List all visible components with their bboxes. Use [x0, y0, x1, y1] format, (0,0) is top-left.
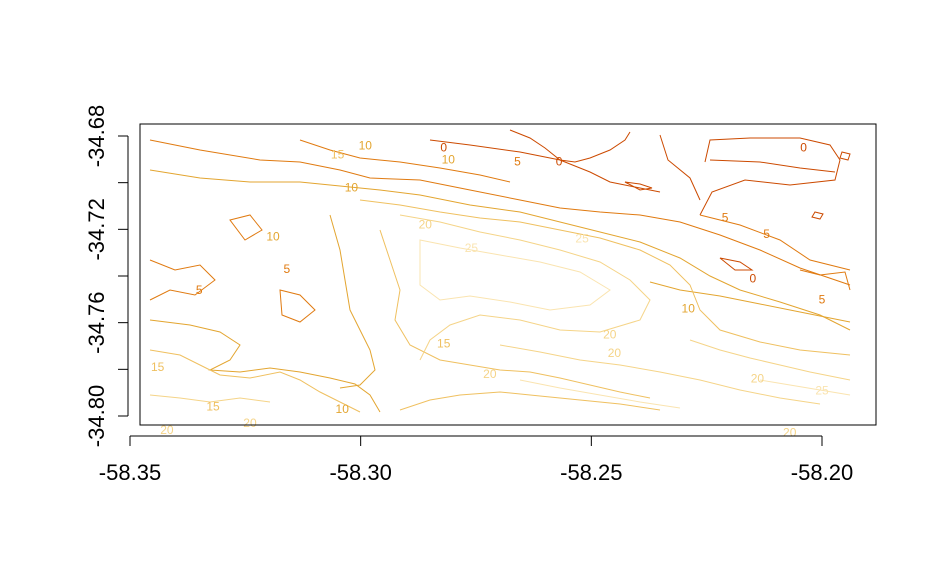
contour-line-0-blob-4	[839, 151, 851, 161]
contour-label: 5	[514, 155, 521, 169]
contour-label: 20	[783, 425, 797, 439]
contour-line-5-main	[149, 139, 851, 286]
contour-line-0-channel	[659, 134, 701, 201]
contour-line-15-mid	[379, 229, 651, 399]
x-tick-label: -58.20	[791, 460, 853, 485]
contour-label: 10	[442, 152, 456, 166]
contour-label: 15	[437, 337, 451, 351]
contour-label: 25	[465, 241, 479, 255]
x-tick-label: -58.35	[99, 460, 161, 485]
contour-label: 0	[749, 271, 756, 285]
contour-line-0-loop-east	[699, 137, 841, 216]
contour-line-5-north	[299, 139, 511, 183]
contour-label: 20	[160, 423, 174, 437]
contour-line-20-main	[399, 214, 651, 361]
contour-label: 25	[815, 383, 829, 397]
contour-label: 20	[419, 218, 433, 232]
contour-label: 0	[800, 141, 807, 155]
contour-line-10-mid	[329, 214, 376, 389]
contour-label: 10	[359, 138, 373, 152]
contour-label: 5	[284, 262, 291, 276]
contour-line-0-blob-2	[719, 257, 754, 271]
contour-label: 5	[819, 292, 826, 306]
contour-line-15-west	[149, 349, 361, 413]
contour-line-25-east	[759, 379, 851, 396]
contour-label: 5	[763, 227, 770, 241]
x-tick-label: -58.25	[560, 460, 622, 485]
contour-line-5-west-b	[279, 289, 316, 323]
contour-line-0-blob-3	[811, 211, 824, 220]
contour-line-0-blob-1	[624, 181, 653, 191]
plot-frame	[139, 123, 877, 426]
y-tick-label: -34.76	[84, 291, 109, 353]
contour-label: 20	[603, 327, 617, 341]
contour-label: 10	[682, 302, 696, 316]
contour-line-20-east	[689, 339, 851, 381]
contour-label: 10	[266, 229, 280, 243]
contour-line-10-west	[149, 319, 381, 413]
y-tick-label: -34.72	[84, 198, 109, 260]
contour-label: 10	[336, 402, 350, 416]
contour-label: 20	[243, 416, 257, 430]
contour-line-20-west	[149, 394, 271, 403]
contour-line-15-south	[399, 391, 661, 411]
contour-label: 0	[440, 141, 447, 155]
contour-line-5-east-b	[799, 269, 851, 291]
y-axis: -34.68 -34.72 -34.76 -34.80	[84, 105, 129, 447]
contour-label: 0	[556, 155, 563, 169]
contour-lines	[149, 129, 851, 413]
contour-label: 10	[345, 180, 359, 194]
y-tick-label: -34.80	[84, 385, 109, 447]
contour-label: 20	[483, 367, 497, 381]
y-tick-label: -34.68	[84, 105, 109, 167]
contour-line-10-main	[149, 169, 851, 331]
contour-line-0-river-north	[509, 129, 631, 163]
x-tick-label: -58.30	[329, 460, 391, 485]
contour-line-5-west-c	[229, 214, 263, 241]
contour-line-20-south	[499, 344, 821, 405]
contour-line-15-main	[359, 199, 851, 356]
contour-line-25-main	[419, 239, 611, 311]
contour-label: 15	[331, 148, 345, 162]
contour-label: 5	[722, 211, 729, 225]
contour-line-25-south	[519, 379, 681, 409]
contour-line-5-east	[699, 214, 851, 271]
contour-line-0-inner-east	[709, 159, 836, 173]
contour-label: 15	[206, 400, 220, 414]
contour-label: 25	[575, 232, 589, 246]
contour-label: 5	[196, 283, 203, 297]
contour-line-10-east	[649, 281, 851, 323]
contour-labels: 0 0 0 0 5 5 5 5 5 5 10 10 10 10 10 10 15 15 15 15 20 20 20 20 20…	[151, 138, 829, 439]
x-axis: -58.35 -58.30 -58.25 -58.20	[99, 435, 853, 485]
contour-line-5-west-a	[149, 259, 216, 301]
contour-label: 20	[751, 372, 765, 386]
contour-label: 15	[151, 360, 165, 374]
contour-label: 20	[608, 346, 622, 360]
